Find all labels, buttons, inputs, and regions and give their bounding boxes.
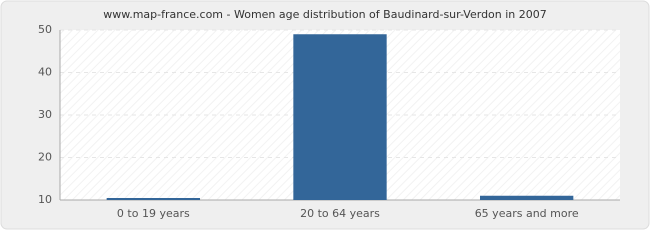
x-tick-label: 20 to 64 years [300, 207, 380, 220]
bar [480, 195, 574, 200]
x-tick-label: 0 to 19 years [117, 207, 190, 220]
chart: www.map-france.com - Women age distribut… [0, 0, 650, 230]
y-tick-label: 30 [38, 108, 52, 121]
chart-title: www.map-france.com - Women age distribut… [103, 8, 547, 21]
bar [293, 34, 387, 200]
y-tick-label: 40 [38, 66, 52, 79]
bar [106, 198, 200, 200]
y-tick-label: 20 [38, 151, 52, 164]
x-tick-label: 65 years and more [475, 207, 579, 220]
y-tick-label: 10 [38, 193, 52, 206]
y-tick-label: 50 [38, 23, 52, 36]
